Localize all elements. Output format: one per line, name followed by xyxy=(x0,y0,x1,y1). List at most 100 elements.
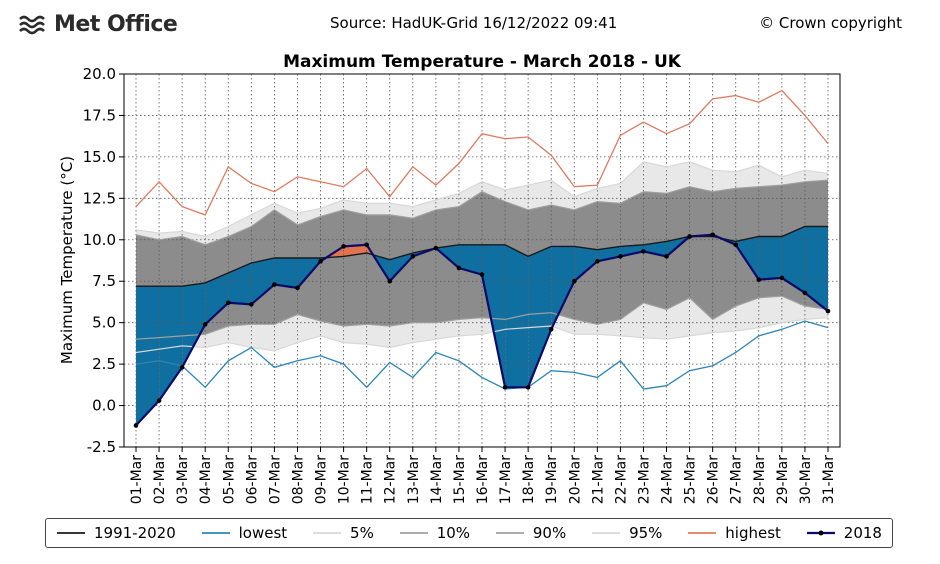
data-point-2018 xyxy=(387,278,393,284)
data-point-2018 xyxy=(433,245,439,251)
x-tick-label: 19-Mar xyxy=(544,455,560,505)
x-tick-label: 16-Mar xyxy=(475,455,491,505)
legend-swatch xyxy=(57,532,85,534)
legend-swatch xyxy=(592,532,621,534)
data-point-2018 xyxy=(779,275,785,281)
legend-swatch xyxy=(313,532,342,534)
source-label: Source: HadUK-Grid 16/12/2022 09:41 xyxy=(330,14,618,32)
x-tick-label: 11-Mar xyxy=(360,455,376,505)
y-tick-label: 15.0 xyxy=(83,148,116,166)
legend-item: 95% xyxy=(591,524,662,542)
data-point-2018 xyxy=(225,300,231,306)
x-tick-label: 31-Mar xyxy=(821,455,837,505)
x-tick-label: 21-Mar xyxy=(590,455,606,505)
data-point-2018 xyxy=(502,385,508,390)
logo-text: Met Office xyxy=(54,12,178,37)
data-point-2018 xyxy=(733,242,739,248)
data-point-2018 xyxy=(710,232,715,238)
x-tick-label: 09-Mar xyxy=(314,455,330,505)
chart-legend: 1991-2020 lowest 5% 10% 90% 95% highest 2018 xyxy=(45,518,893,548)
legend-swatch xyxy=(806,530,835,536)
x-tick-label: 02-Mar xyxy=(152,455,168,505)
data-point-2018 xyxy=(410,254,416,259)
y-tick-label: -2.5 xyxy=(87,438,116,456)
data-point-2018 xyxy=(249,302,254,307)
legend-item: highest xyxy=(687,524,781,542)
data-point-2018 xyxy=(641,249,646,254)
fill-below-average xyxy=(643,241,667,257)
x-tick-label: 07-Mar xyxy=(267,455,283,505)
fill-below-average xyxy=(758,236,782,280)
data-point-2018 xyxy=(456,265,462,271)
fill-below-average xyxy=(228,262,252,305)
x-tick-label: 20-Mar xyxy=(567,455,583,505)
x-tick-label: 25-Mar xyxy=(683,455,699,505)
legend-label: 5% xyxy=(350,524,374,542)
y-tick-label: 12.5 xyxy=(83,189,116,207)
legend-label: 90% xyxy=(532,524,567,542)
y-tick-label: 2.5 xyxy=(92,355,116,373)
x-tick-label: 05-Mar xyxy=(221,455,237,505)
y-axis-label: Maximum Temperature (°C) xyxy=(58,156,76,364)
fill-below-average xyxy=(781,226,805,293)
data-point-2018 xyxy=(571,278,577,284)
x-tick-label: 03-Mar xyxy=(175,455,191,505)
data-point-2018 xyxy=(825,308,831,314)
fill-below-average xyxy=(804,226,828,312)
fill-below-average xyxy=(574,246,598,282)
x-tick-label: 26-Mar xyxy=(706,455,722,505)
series-line-highest xyxy=(135,89,829,216)
y-tick-label: 7.5 xyxy=(92,272,116,290)
data-point-2018 xyxy=(479,272,485,277)
x-tick-label: 17-Mar xyxy=(498,455,514,505)
fill-below-average xyxy=(251,258,275,305)
x-tick-label: 15-Mar xyxy=(452,455,468,505)
series-line-lowest xyxy=(135,320,829,390)
x-tick-label: 08-Mar xyxy=(290,455,306,505)
legend-label: 2018 xyxy=(843,524,882,542)
y-tick-label: 17.5 xyxy=(83,106,116,124)
y-tick-label: 20.0 xyxy=(83,65,116,83)
plot-area: -2.5 0.0 2.5 5.0 7.5 10.0 12.5 15.0 17.5 20.0 01-M… xyxy=(83,65,841,505)
x-tick-label: 12-Mar xyxy=(383,455,399,505)
data-point-2018 xyxy=(548,326,554,332)
y-tick-label: 5.0 xyxy=(92,314,116,332)
data-point-2018 xyxy=(179,365,185,370)
fill-below-average xyxy=(505,244,529,388)
legend-swatch-marker xyxy=(818,530,824,536)
x-tick-label: 14-Mar xyxy=(429,455,445,505)
fill-below-average xyxy=(482,244,506,388)
legend-item: 10% xyxy=(399,524,470,542)
x-tick-label: 27-Mar xyxy=(729,455,745,505)
x-tick-label: 30-Mar xyxy=(798,455,814,505)
legend-label: 1991-2020 xyxy=(94,524,176,542)
data-point-2018 xyxy=(525,385,531,390)
legend-label: lowest xyxy=(238,524,288,542)
legend-item: 2018 xyxy=(806,524,882,542)
series-line-95pct xyxy=(135,161,829,238)
met-office-waves-icon xyxy=(19,15,45,34)
data-point-2018 xyxy=(295,285,300,291)
legend-label: highest xyxy=(725,524,781,542)
series-line-90pct xyxy=(135,179,829,246)
fill-below-average xyxy=(528,246,552,388)
data-point-2018 xyxy=(156,398,162,403)
x-tick-label: 01-Mar xyxy=(129,455,145,505)
legend-item: lowest xyxy=(201,524,288,542)
legend-label: 95% xyxy=(629,524,663,542)
y-tick-label: 0.0 xyxy=(92,397,116,415)
met-office-logo: Met Office xyxy=(18,12,178,37)
legend-item: 5% xyxy=(312,524,374,542)
x-tick-label: 04-Mar xyxy=(198,455,214,505)
data-point-2018 xyxy=(687,234,692,239)
data-point-2018 xyxy=(272,282,277,287)
fill-below-average xyxy=(735,236,759,280)
copyright-label: © Crown copyright xyxy=(759,14,902,32)
temperature-chart: Maximum Temperature - March 2018 - UK Ma… xyxy=(58,52,841,505)
fill-below-average xyxy=(205,272,229,325)
data-point-2018 xyxy=(618,254,623,259)
data-point-2018 xyxy=(318,259,323,264)
legend-swatch xyxy=(399,532,428,534)
legend-swatch xyxy=(201,532,230,534)
data-point-2018 xyxy=(756,277,762,282)
